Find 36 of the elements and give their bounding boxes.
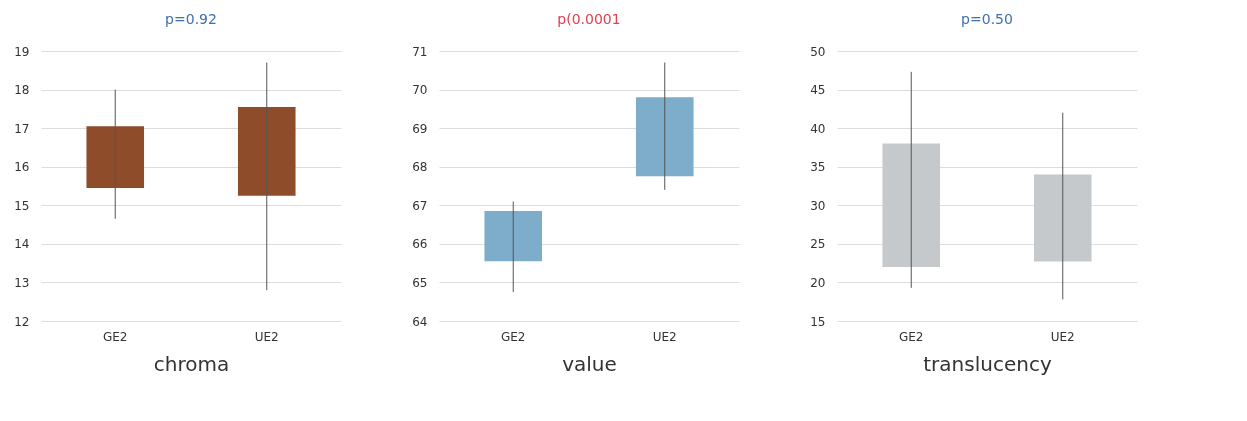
x-tick-label: UE2 bbox=[254, 329, 279, 344]
y-tick-label: 14 bbox=[14, 237, 30, 252]
y-tick-label: 19 bbox=[14, 44, 30, 59]
y-tick-label: 66 bbox=[412, 237, 428, 252]
y-tick-label: 65 bbox=[412, 275, 428, 290]
x-tick-label: GE2 bbox=[500, 329, 526, 344]
x-tick-label: UE2 bbox=[1050, 329, 1075, 344]
y-tick-label: 13 bbox=[14, 275, 30, 290]
x-tick-label: GE2 bbox=[898, 329, 924, 344]
y-tick-label: 35 bbox=[810, 160, 826, 175]
y-tick-label: 15 bbox=[14, 198, 30, 213]
chart-title: p(0.0001 bbox=[557, 11, 621, 27]
x-tick-label: GE2 bbox=[102, 329, 128, 344]
y-tick-label: 45 bbox=[810, 83, 826, 98]
y-tick-label: 67 bbox=[412, 198, 428, 213]
x-axis-title: value bbox=[562, 351, 617, 376]
y-tick-label: 17 bbox=[14, 121, 30, 136]
chart-title: p=0.50 bbox=[961, 11, 1013, 27]
y-tick-label: 71 bbox=[412, 44, 428, 59]
y-tick-label: 70 bbox=[412, 83, 428, 98]
x-tick-label: UE2 bbox=[652, 329, 677, 344]
y-tick-label: 12 bbox=[14, 314, 30, 329]
y-tick-label: 68 bbox=[412, 160, 428, 175]
y-tick-label: 40 bbox=[810, 121, 826, 136]
y-tick-label: 25 bbox=[810, 237, 826, 252]
y-tick-label: 15 bbox=[810, 314, 826, 329]
y-tick-label: 30 bbox=[810, 198, 826, 213]
y-tick-label: 50 bbox=[810, 44, 826, 59]
y-tick-label: 16 bbox=[14, 160, 30, 175]
x-axis-title: translucency bbox=[923, 351, 1052, 376]
chart-title: p=0.92 bbox=[165, 11, 217, 27]
y-tick-label: 18 bbox=[14, 83, 30, 98]
y-tick-label: 20 bbox=[810, 275, 826, 290]
y-tick-label: 64 bbox=[412, 314, 428, 329]
y-tick-label: 69 bbox=[412, 121, 428, 136]
x-axis-title: chroma bbox=[153, 351, 230, 376]
